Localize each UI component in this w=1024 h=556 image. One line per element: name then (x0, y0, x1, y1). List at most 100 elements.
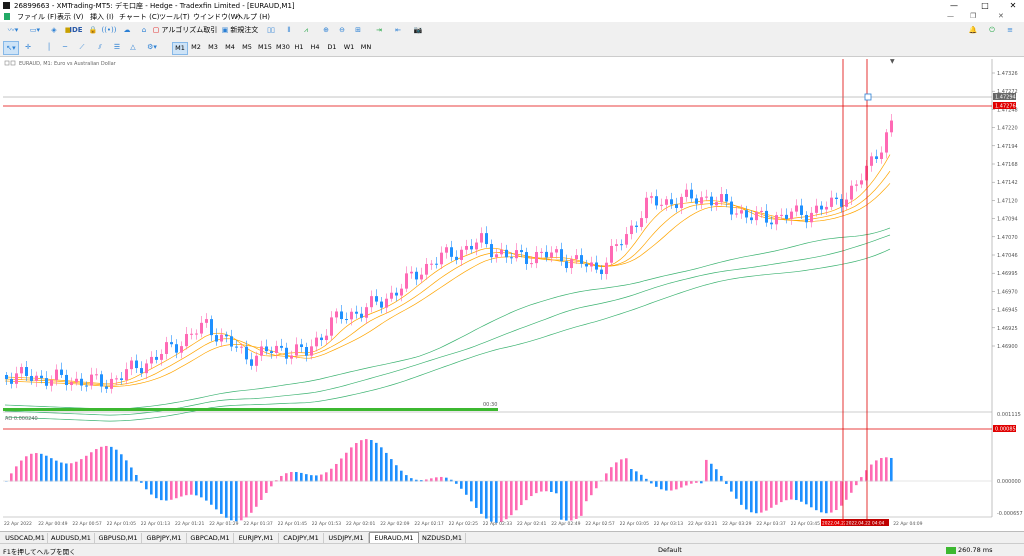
timeframe-m1[interactable]: M1 (172, 42, 188, 55)
ide-button[interactable]: IDE (69, 26, 83, 34)
candlestick-series (5, 114, 893, 394)
screenshot-icon[interactable]: 📷 (413, 26, 423, 34)
timeframe-m30[interactable]: M30 (276, 43, 290, 51)
candle-body (660, 204, 663, 206)
tab-gbpusd[interactable]: GBPUSD,M1 (95, 533, 142, 543)
tab-nzdusd[interactable]: NZDUSD,M1 (419, 533, 466, 543)
zoom-in-icon[interactable]: ⊕ (323, 26, 329, 34)
timeframe-h4[interactable]: H4 (310, 43, 320, 51)
candle-body (755, 211, 758, 221)
tab-gbpcad[interactable]: GBPCAD,M1 (187, 533, 234, 543)
fibonacci-icon[interactable]: ☰ (113, 43, 121, 51)
signals-icon[interactable]: ((•)) (101, 26, 117, 34)
candle-body (465, 245, 468, 250)
chart-window[interactable]: 00:30 EURAUD, M1: Euro vs Australian Dol… (0, 57, 1024, 531)
candle-body (560, 249, 563, 262)
menu-restore-icon[interactable]: ❐ (970, 12, 977, 20)
tab-audusd[interactable]: AUDUSD,M1 (48, 533, 95, 543)
autoscroll-icon[interactable]: ⇥ (376, 26, 382, 34)
candle-body (60, 369, 63, 375)
app-logo-icon (3, 2, 10, 9)
candle-body (670, 199, 673, 205)
timeframe-m3[interactable]: M3 (208, 43, 218, 51)
navigator-icon[interactable]: ◈ (51, 26, 57, 34)
candle-body (820, 205, 823, 210)
cloud-icon[interactable]: ☁ (123, 26, 131, 34)
notification-bell-icon[interactable]: 🔔 (968, 26, 978, 34)
profiles-icon[interactable]: ▭▾ (29, 26, 41, 34)
chart-shift-icon[interactable]: ⇤ (395, 26, 401, 34)
tab-usdjpy[interactable]: USDJPY,M1 (324, 533, 369, 543)
menu-insert[interactable]: 挿入 (I) (90, 13, 114, 21)
depth-icon[interactable] (10, 60, 16, 66)
ao-bar (625, 458, 628, 482)
chart-shift-marker-icon[interactable]: ▼ (890, 58, 895, 65)
timeframe-h1[interactable]: H1 (294, 43, 304, 51)
menu-help[interactable]: ヘルプ (H) (236, 13, 270, 21)
timeframe-mn[interactable]: MN (360, 43, 372, 51)
tab-cadjpy[interactable]: CADJPY,M1 (279, 533, 324, 543)
ao-bar (70, 463, 73, 482)
chart-type-icon[interactable]: 〰▾ (7, 26, 19, 34)
new-order-button[interactable]: ▣ 新規注文 (219, 24, 261, 36)
cursor-icon[interactable]: ↖▾ (3, 41, 19, 55)
timeframe-d1[interactable]: D1 (327, 43, 337, 51)
ao-bar (875, 460, 878, 482)
timeframe-m4[interactable]: M4 (225, 43, 235, 51)
close-button[interactable]: ✕ (1009, 1, 1017, 10)
channel-icon[interactable]: ⫽ (98, 42, 102, 51)
lock-icon[interactable]: 🔒 (88, 26, 98, 34)
tab-gbpjpy[interactable]: GBPJPY,M1 (142, 533, 187, 543)
ao-bar (760, 481, 763, 513)
ao-bar (320, 474, 323, 482)
ao-scale-label: 0.000000 (997, 479, 1021, 485)
ao-bar (60, 462, 63, 482)
candle-body (275, 345, 278, 354)
candle-body (100, 374, 103, 387)
menu-close-icon[interactable]: ✕ (998, 12, 1004, 20)
algo-trading-button[interactable]: ▢ アルゴリズム取引 (153, 24, 217, 36)
timeframe-w1[interactable]: W1 (343, 43, 355, 51)
tab-eurjpy[interactable]: EURJPY,M1 (234, 533, 279, 543)
crosshair-icon[interactable]: ✛ (25, 43, 31, 51)
timeframe-m2[interactable]: M2 (191, 43, 201, 51)
minimize-button[interactable]: — (950, 1, 958, 10)
grid-icon[interactable]: ⊞ (355, 26, 361, 34)
candle-body (45, 378, 48, 386)
menu-tools[interactable]: ツール(T) (159, 13, 190, 21)
price-chart[interactable]: 00:30 EURAUD, M1: Euro vs Australian Dol… (0, 57, 1024, 531)
zoom-out-icon[interactable]: ⊖ (339, 26, 345, 34)
candle-body (735, 213, 738, 215)
standard-toolbar: 〰▾ ▭▾ ◈ ■ IDE 🔒 ((•)) ☁ ⌂ ▢ アルゴリズム取引 ▣ 新規注… (0, 22, 1024, 40)
menu-chart[interactable]: チャート (C) (119, 13, 160, 21)
candles-icon[interactable]: ▯▯ (267, 26, 275, 34)
horizontal-line-icon[interactable]: ─ (62, 43, 68, 51)
bar-chart-mode-icon[interactable]: ⫴ (287, 25, 291, 34)
maximize-button[interactable]: □ (981, 1, 989, 10)
menu-view[interactable]: 表示 (V) (57, 13, 84, 21)
ao-bar (45, 455, 48, 482)
order-marker-icon[interactable] (864, 93, 872, 101)
market-icon[interactable]: ⌂ (141, 26, 147, 34)
candle-body (260, 346, 263, 356)
tab-usdcad[interactable]: USDCAD,M1 (3, 533, 48, 543)
toggle-icon[interactable]: ⏻ (989, 25, 995, 34)
more-tools-icon[interactable]: ⚙▾ (147, 43, 157, 51)
market-watch-icon[interactable]: ■ (64, 26, 72, 34)
candle-body (745, 210, 748, 218)
timeframe-m5[interactable]: M5 (242, 43, 252, 51)
ao-bar (215, 481, 218, 510)
candle-body (535, 252, 538, 264)
shapes-icon[interactable]: △ (130, 43, 136, 51)
timeframe-m15[interactable]: M15 (258, 43, 272, 51)
candle-body (450, 247, 453, 257)
menu-minimize-icon[interactable]: — (947, 12, 954, 20)
ao-bar (800, 481, 803, 502)
candle-body (135, 360, 138, 369)
menu-window[interactable]: ウインドウ(W) (193, 13, 241, 21)
menu-file[interactable]: ファイル (F) (17, 13, 57, 21)
trendline-icon[interactable]: ⟋ (79, 42, 85, 51)
vertical-line-icon[interactable]: │ (46, 43, 52, 51)
account-menu-icon[interactable]: ≡ (1007, 26, 1013, 34)
line-chart-icon[interactable]: ⩘ (304, 25, 308, 34)
